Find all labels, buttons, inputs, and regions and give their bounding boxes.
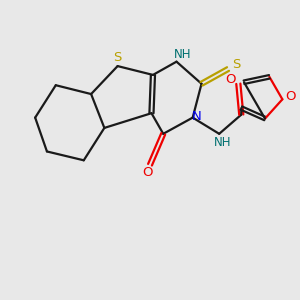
Text: N: N bbox=[192, 110, 202, 123]
Text: O: O bbox=[285, 90, 296, 103]
Text: O: O bbox=[225, 73, 235, 86]
Text: NH: NH bbox=[174, 48, 191, 61]
Text: S: S bbox=[232, 58, 241, 71]
Text: NH: NH bbox=[213, 136, 231, 148]
Text: O: O bbox=[142, 166, 152, 178]
Text: S: S bbox=[113, 51, 122, 64]
